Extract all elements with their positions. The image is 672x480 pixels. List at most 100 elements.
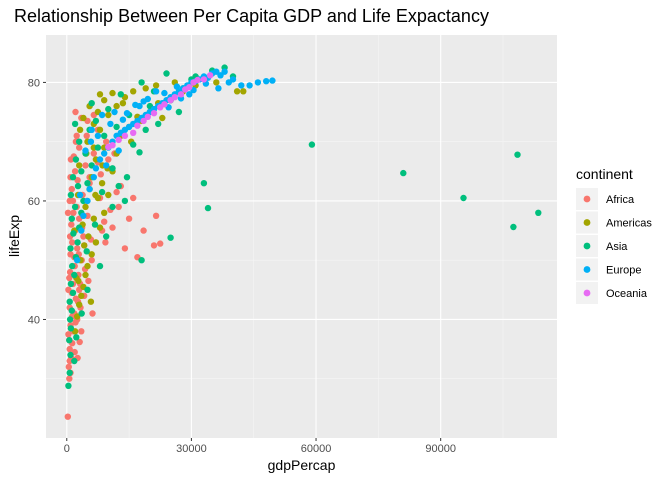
data-point-americas	[152, 82, 160, 89]
data-point-europe	[263, 78, 270, 85]
data-point-asia	[66, 298, 73, 305]
data-point-americas	[80, 114, 87, 122]
data-point-africa	[73, 132, 80, 139]
data-point-europe	[86, 185, 93, 193]
data-point-americas	[96, 91, 104, 98]
legend-swatch-americas	[583, 219, 591, 226]
data-point-africa	[72, 108, 79, 116]
data-point-oceania	[130, 129, 137, 136]
data-point-oceania	[144, 113, 151, 121]
data-point-europe	[186, 91, 193, 98]
data-point-europe	[215, 85, 222, 92]
data-point-americas	[82, 271, 89, 279]
data-point-asia	[66, 369, 73, 376]
data-point-africa	[90, 150, 98, 157]
data-point-africa	[64, 413, 72, 420]
data-point-africa	[76, 144, 83, 151]
data-point-americas	[233, 88, 241, 95]
data-point-africa	[65, 363, 73, 371]
data-point-asia	[84, 286, 91, 293]
y-tick-label: 40	[28, 314, 40, 326]
data-point-europe	[76, 191, 84, 199]
data-point-europe	[78, 227, 85, 234]
data-point-europe	[82, 147, 89, 154]
data-point-africa	[83, 132, 90, 139]
data-point-asia	[115, 182, 122, 190]
x-tick-label: 30000	[176, 443, 207, 455]
data-point-americas	[90, 215, 98, 222]
data-point-asia	[67, 245, 74, 252]
data-point-africa	[109, 224, 116, 231]
data-point-asia	[71, 271, 78, 279]
data-point-africa	[80, 233, 87, 240]
data-point-europe	[87, 138, 95, 145]
data-point-africa	[102, 239, 109, 246]
data-point-africa	[103, 138, 110, 145]
data-point-asia	[84, 180, 91, 187]
data-point-europe	[119, 116, 127, 123]
data-point-asia	[101, 132, 108, 139]
data-point-europe	[238, 82, 245, 89]
x-tick-label: 60000	[301, 443, 332, 455]
data-points	[64, 64, 542, 420]
data-point-africa	[66, 375, 73, 382]
data-point-asia	[175, 108, 183, 116]
data-point-asia	[163, 70, 170, 77]
legend-swatch-africa	[583, 195, 591, 203]
data-point-africa	[76, 338, 83, 346]
data-point-asia	[67, 325, 75, 332]
data-point-asia	[66, 337, 73, 344]
data-point-oceania	[121, 132, 129, 139]
data-point-africa	[66, 357, 73, 365]
data-point-asia	[68, 215, 76, 222]
data-point-africa	[130, 194, 137, 202]
legend-label-africa: Africa	[606, 194, 635, 206]
data-point-asia	[98, 188, 106, 196]
data-point-europe	[80, 212, 87, 219]
data-point-asia	[66, 316, 74, 323]
data-point-asia	[400, 169, 407, 177]
data-point-asia	[136, 149, 143, 156]
data-point-americas	[87, 298, 95, 305]
data-point-americas	[76, 301, 83, 308]
data-point-asia	[121, 197, 129, 205]
data-point-europe	[152, 88, 160, 95]
data-point-africa	[115, 203, 122, 211]
data-point-asia	[65, 382, 72, 389]
data-point-asia	[69, 174, 77, 181]
data-point-asia	[92, 117, 100, 125]
data-point-europe	[173, 83, 181, 90]
data-point-oceania	[186, 84, 193, 91]
data-point-americas	[101, 97, 108, 104]
x-tick-label: 0	[64, 443, 70, 455]
grid-minor	[46, 35, 557, 438]
data-point-asia	[105, 105, 112, 113]
data-point-oceania	[115, 136, 122, 144]
data-point-africa	[125, 215, 133, 222]
data-point-asia	[78, 310, 85, 317]
data-point-asia	[308, 141, 316, 148]
data-point-asia	[73, 334, 80, 341]
legend-swatch-asia	[583, 242, 591, 250]
data-point-africa	[66, 274, 73, 282]
data-point-americas	[142, 85, 149, 92]
data-point-asia	[514, 151, 521, 158]
data-point-africa	[88, 257, 95, 264]
data-point-europe	[84, 197, 91, 205]
data-point-africa	[157, 240, 164, 247]
data-point-africa	[64, 209, 72, 216]
data-point-africa	[152, 212, 160, 219]
data-point-europe	[74, 257, 81, 264]
data-point-asia	[69, 262, 76, 270]
data-point-americas	[119, 100, 127, 107]
x-axis-title: gdpPercap	[268, 457, 336, 473]
data-point-americas	[130, 88, 137, 95]
data-point-americas	[84, 262, 91, 270]
plot-panel	[46, 35, 557, 438]
data-point-europe	[115, 147, 122, 154]
data-point-americas	[78, 292, 85, 299]
data-point-americas	[240, 88, 247, 95]
data-point-asia	[117, 91, 125, 98]
data-point-asia	[109, 165, 116, 172]
data-point-asia	[535, 209, 542, 216]
